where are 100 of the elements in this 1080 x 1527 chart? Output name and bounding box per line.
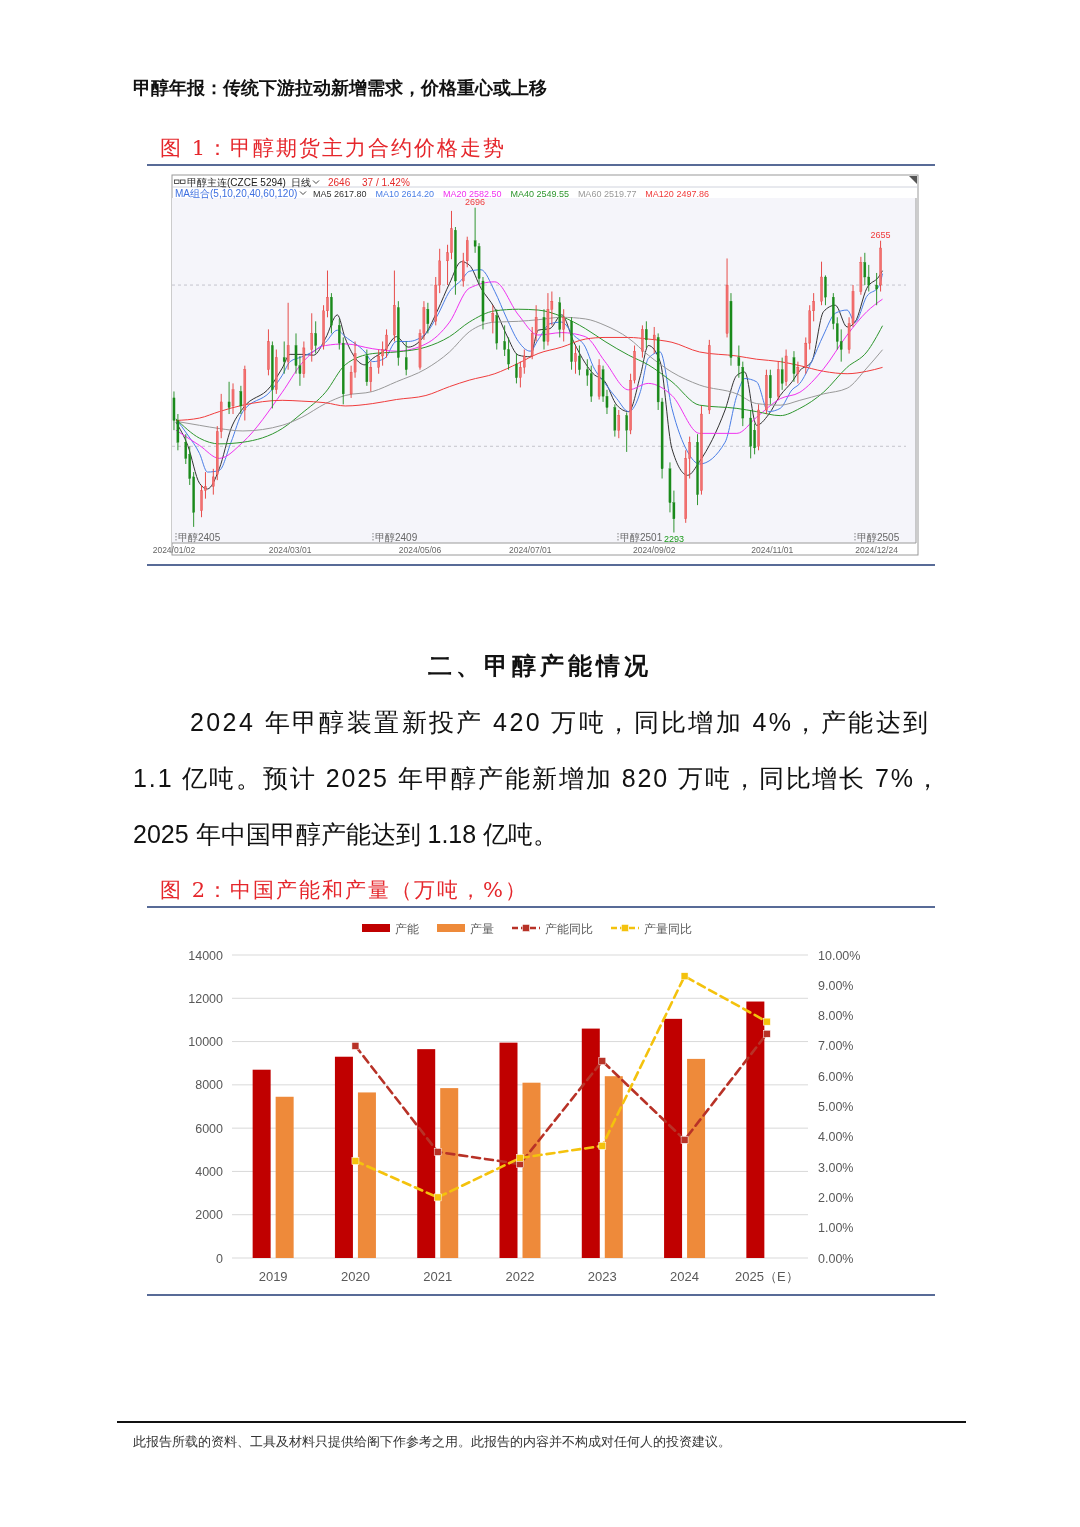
candlestick — [310, 312, 313, 363]
text: 甲醇年报：传统下游拉动新增需求，价格重心或上移 — [133, 78, 547, 98]
x-tick-label: 2020 — [340, 1269, 370, 1284]
point — [763, 1030, 771, 1038]
text: 2024 年甲醇装置新投产 420 万吨，同比增加 4%，产能达到 — [190, 708, 928, 736]
candlestick — [617, 409, 621, 439]
y-tick-label: 10000 — [188, 1035, 224, 1050]
candlestick — [562, 308, 565, 342]
legend-label: 产量 — [470, 921, 494, 936]
candlestick — [314, 320, 317, 355]
legend-label: 产量同比 — [644, 921, 692, 936]
y2-tick-label: 9.00% — [818, 978, 854, 993]
candlestick — [574, 345, 577, 375]
candlestick — [613, 403, 617, 438]
x-tick-label: 2024/03/01 — [268, 544, 312, 555]
text: MA60 2519.77 — [577, 188, 637, 199]
bar — [522, 1082, 541, 1258]
y-tick-label: 12000 — [188, 991, 224, 1006]
x-tick-label: 2022 — [505, 1269, 535, 1284]
y2-tick-label: 4.00% — [818, 1130, 854, 1145]
bar — [417, 1049, 436, 1258]
candlestick — [200, 484, 203, 518]
y-tick-label: 4000 — [195, 1164, 224, 1179]
annotation: 甲醇2505 — [857, 532, 900, 543]
bar — [334, 1056, 353, 1258]
y-tick-label: 2000 — [195, 1208, 224, 1223]
x-tick-label: 2024/05/06 — [398, 544, 442, 555]
chart-title: 图 2：中国产能和产量（万吨，%） — [160, 878, 528, 902]
annotation: 甲醇2501 — [620, 532, 663, 543]
annotation: MA组合(5,10,20,40,60,120) — [175, 187, 298, 199]
candlestick — [523, 349, 526, 375]
point — [433, 1148, 442, 1156]
text: MA20 2582.50 — [442, 188, 502, 199]
x-tick-label: 2024/11/01 — [751, 544, 794, 555]
x-tick-label: 2019 — [258, 1269, 288, 1284]
candlestick — [507, 337, 510, 371]
y2-tick-label: 7.00% — [818, 1039, 854, 1054]
text: 二、甲醇产能情况 — [428, 652, 652, 679]
candlestick — [385, 328, 388, 359]
candlestick — [590, 365, 593, 403]
y-tick-label: 6000 — [195, 1121, 224, 1136]
x-tick-label: 2025（E） — [735, 1269, 799, 1284]
candlestick — [286, 302, 290, 371]
point — [516, 1154, 524, 1162]
text: 日线 — [291, 176, 311, 188]
candlestick — [404, 341, 408, 376]
bar — [746, 1001, 765, 1258]
annotation: 甲醇2409 — [375, 532, 418, 543]
y-tick-label: 8000 — [195, 1078, 224, 1093]
candlestick — [515, 353, 518, 384]
text: 2025 年中国甲醇产能达到 1.18 亿吨。 — [133, 820, 559, 848]
bar — [252, 1069, 271, 1258]
bar — [604, 1076, 623, 1258]
y-tick-label: 0 — [216, 1251, 224, 1266]
chart-title: 图 1：甲醇期货主力合约价格走势 — [160, 136, 507, 160]
candlestick — [875, 272, 878, 306]
point — [433, 1193, 442, 1202]
candlestick — [867, 264, 870, 292]
point — [351, 1157, 360, 1165]
bar — [581, 1028, 600, 1258]
y2-tick-label: 2.00% — [818, 1190, 854, 1205]
candlestick — [239, 385, 243, 415]
text: 甲醇主连(CZCE 5294) — [187, 176, 286, 188]
text: 2646 — [328, 176, 351, 188]
text: 1.1 亿吨。预计 2025 年甲醇产能新增加 820 万吨，同比增长 7%， — [133, 764, 940, 792]
y2-tick-label: 0.00% — [818, 1251, 854, 1266]
y2-tick-label: 6.00% — [818, 1069, 854, 1084]
candlestick — [824, 274, 827, 306]
candlestick — [212, 468, 215, 496]
x-tick-label: 2024/07/01 — [508, 544, 552, 555]
bar — [357, 1092, 376, 1258]
y2-tick-label: 3.00% — [818, 1160, 854, 1175]
point — [598, 1057, 607, 1065]
point — [680, 972, 689, 980]
x-tick-label: 2024/09/02 — [632, 544, 676, 555]
bar — [275, 1096, 294, 1258]
x-tick-label: 2024/12/24 — [855, 544, 899, 555]
annotation: 2696 — [465, 196, 486, 207]
bar — [687, 1058, 706, 1258]
candlestick — [227, 381, 231, 415]
candlestick — [426, 302, 430, 334]
candlestick — [625, 411, 628, 453]
candlestick — [282, 341, 286, 375]
x-tick-label: 2021 — [423, 1269, 453, 1284]
bar — [664, 1018, 683, 1258]
y-tick-label: 14000 — [188, 948, 224, 963]
point — [598, 1142, 607, 1150]
candlestick — [369, 361, 373, 392]
y2-tick-label: 5.00% — [818, 1100, 854, 1114]
bar — [440, 1088, 459, 1258]
legend-label: MA5 2617.80 — [313, 188, 367, 199]
text: 37 / 1.42% — [362, 176, 410, 188]
candlestick — [377, 349, 380, 375]
legend-label: 产能 — [395, 921, 419, 936]
legend-label: 产能同比 — [545, 921, 593, 936]
text: MA120 2497.86 — [645, 188, 709, 199]
candlestick — [796, 361, 800, 384]
candlestick — [491, 304, 495, 334]
text: 此报告所载的资料、工具及材料只提供给阁下作参考之用。此报告的内容并不构成对任何人的投资建议。 — [133, 1434, 731, 1449]
candlestick — [780, 357, 784, 391]
